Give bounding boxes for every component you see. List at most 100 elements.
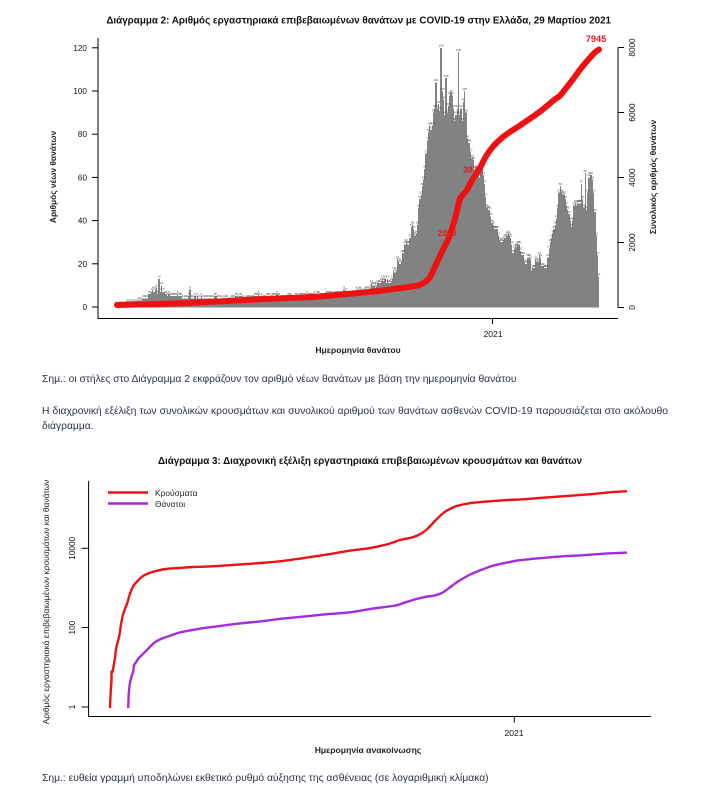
svg-text:12: 12	[390, 277, 394, 281]
svg-text:76: 76	[468, 139, 472, 143]
svg-text:5: 5	[200, 292, 202, 296]
svg-text:6: 6	[336, 290, 338, 294]
svg-text:5: 5	[255, 292, 257, 296]
svg-text:13: 13	[381, 275, 385, 279]
svg-text:10000: 10000	[68, 536, 77, 559]
svg-text:25: 25	[402, 249, 406, 253]
svg-text:30: 30	[499, 238, 503, 242]
svg-text:71: 71	[424, 149, 428, 153]
svg-text:5: 5	[174, 292, 176, 296]
svg-text:11: 11	[387, 279, 390, 283]
svg-text:8: 8	[189, 286, 191, 290]
svg-text:53: 53	[560, 188, 564, 192]
svg-text:5: 5	[194, 292, 196, 296]
svg-text:Συνολικός αριθμός θανάτων: Συνολικός αριθμός θανάτων	[648, 119, 658, 234]
svg-text:41: 41	[555, 214, 559, 218]
svg-text:5: 5	[287, 292, 289, 296]
svg-text:5: 5	[295, 292, 297, 296]
svg-text:2000: 2000	[628, 233, 637, 252]
svg-text:12: 12	[380, 277, 384, 281]
svg-text:61: 61	[590, 171, 594, 175]
svg-text:6: 6	[149, 290, 151, 294]
svg-text:5: 5	[307, 292, 309, 296]
svg-text:23: 23	[539, 253, 543, 257]
svg-text:2021: 2021	[504, 728, 523, 738]
svg-text:13: 13	[386, 275, 390, 279]
svg-text:5: 5	[304, 292, 306, 296]
svg-text:4: 4	[250, 294, 252, 298]
svg-text:18: 18	[545, 264, 549, 268]
svg-text:11: 11	[376, 279, 379, 283]
svg-text:5: 5	[302, 292, 304, 296]
svg-text:8: 8	[356, 286, 358, 290]
svg-text:19: 19	[541, 262, 545, 266]
svg-text:34: 34	[506, 229, 510, 233]
svg-text:8: 8	[368, 286, 370, 290]
svg-text:33: 33	[505, 232, 509, 236]
svg-text:5: 5	[197, 292, 199, 296]
svg-text:50: 50	[581, 195, 585, 199]
svg-text:0: 0	[82, 303, 87, 312]
svg-text:2: 2	[127, 299, 129, 303]
svg-text:4: 4	[233, 294, 235, 298]
svg-text:4: 4	[190, 294, 192, 298]
svg-text:36: 36	[552, 225, 556, 229]
svg-text:2021: 2021	[483, 329, 502, 339]
svg-text:82: 82	[429, 126, 433, 130]
svg-text:47: 47	[572, 201, 576, 205]
svg-text:36: 36	[495, 225, 499, 229]
svg-text:43: 43	[567, 210, 571, 214]
svg-text:10: 10	[372, 281, 376, 285]
svg-text:18: 18	[543, 264, 547, 268]
svg-text:2: 2	[132, 299, 134, 303]
svg-text:34: 34	[551, 229, 555, 233]
svg-text:4: 4	[231, 294, 233, 298]
svg-text:84: 84	[431, 121, 435, 125]
svg-text:21: 21	[397, 257, 401, 261]
svg-text:2: 2	[131, 299, 133, 303]
svg-text:4: 4	[212, 294, 214, 298]
svg-text:7: 7	[163, 288, 165, 292]
svg-text:53: 53	[592, 188, 596, 192]
svg-text:60: 60	[587, 173, 591, 177]
svg-text:64: 64	[475, 165, 479, 169]
svg-text:5: 5	[274, 292, 276, 296]
svg-text:52: 52	[562, 191, 566, 195]
svg-text:7: 7	[346, 288, 348, 292]
svg-text:33: 33	[595, 232, 599, 236]
svg-text:59: 59	[422, 175, 426, 179]
svg-text:30: 30	[500, 238, 504, 242]
svg-text:68: 68	[472, 156, 476, 160]
svg-text:1: 1	[68, 704, 77, 709]
svg-text:8: 8	[152, 286, 154, 290]
svg-text:7: 7	[162, 288, 164, 292]
svg-text:2: 2	[136, 299, 138, 303]
svg-text:4: 4	[146, 294, 148, 298]
svg-text:21: 21	[523, 257, 527, 261]
svg-text:32: 32	[504, 234, 508, 238]
svg-text:22: 22	[396, 255, 400, 259]
svg-text:53: 53	[586, 188, 590, 192]
svg-text:4: 4	[192, 294, 194, 298]
svg-text:5: 5	[261, 292, 263, 296]
svg-text:5: 5	[301, 292, 303, 296]
svg-text:5: 5	[256, 292, 258, 296]
svg-text:8: 8	[358, 286, 360, 290]
svg-text:29: 29	[510, 240, 514, 244]
svg-text:36: 36	[493, 225, 497, 229]
svg-text:53: 53	[557, 188, 561, 192]
svg-text:4: 4	[205, 294, 207, 298]
svg-text:11: 11	[377, 279, 380, 283]
svg-text:4: 4	[251, 294, 253, 298]
svg-text:69: 69	[470, 154, 474, 158]
svg-text:7: 7	[151, 288, 153, 292]
svg-text:45: 45	[585, 206, 589, 210]
svg-text:5: 5	[266, 292, 268, 296]
svg-text:46: 46	[485, 203, 489, 207]
svg-text:19: 19	[540, 262, 544, 266]
svg-text:77: 77	[426, 137, 430, 141]
svg-text:76: 76	[467, 139, 471, 143]
svg-text:6: 6	[157, 290, 159, 294]
svg-text:24: 24	[538, 251, 542, 255]
svg-text:4: 4	[182, 294, 184, 298]
